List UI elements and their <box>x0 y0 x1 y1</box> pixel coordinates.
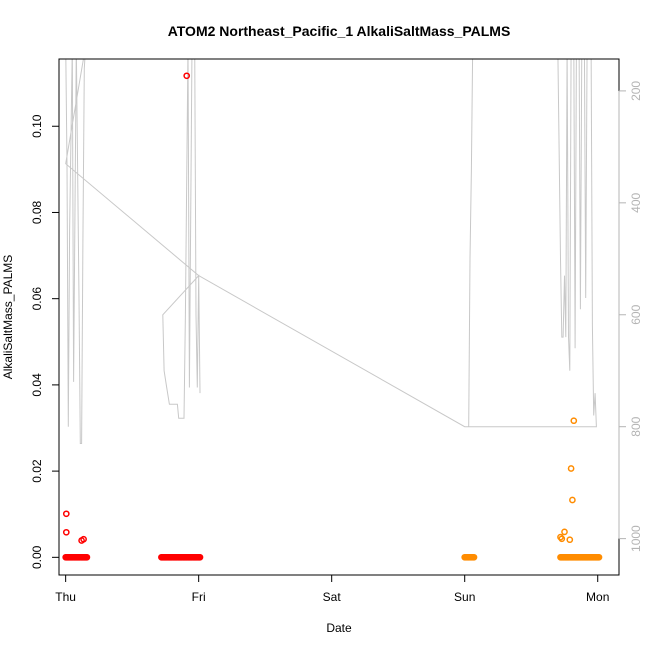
x-axis-label: Date <box>326 621 352 635</box>
y2-tick-label: 600 <box>629 304 643 324</box>
altitude-line <box>65 59 597 444</box>
chart-title: ATOM2 Northeast_Pacific_1 AlkaliSaltMass… <box>168 23 511 39</box>
data-point <box>595 553 603 561</box>
x-tick-label: Mon <box>586 590 609 604</box>
data-point <box>558 535 566 543</box>
x-tick-label: Thu <box>55 590 76 604</box>
y-tick-label: 0.00 <box>30 545 44 569</box>
data-point <box>566 536 574 544</box>
data-point <box>83 553 91 561</box>
x-tick-label: Sun <box>454 590 475 604</box>
data-point <box>183 72 191 80</box>
x-axis: Thu Fri Sat Sun Mon <box>55 574 609 604</box>
y2-tick-label: 800 <box>629 416 643 436</box>
y-tick-label: 0.08 <box>30 200 44 224</box>
data-points <box>62 72 603 561</box>
data-point <box>196 553 204 561</box>
y2-tick-label: 400 <box>629 192 643 212</box>
altitude-layer <box>65 59 597 444</box>
x-tick-label: Sat <box>323 590 342 604</box>
x-tick-label: Fri <box>192 590 206 604</box>
y-tick-label: 0.10 <box>30 114 44 138</box>
data-point <box>570 417 578 425</box>
y-tick-label: 0.06 <box>30 287 44 311</box>
data-point <box>470 553 478 561</box>
y2-tick-label: 1000 <box>629 525 643 552</box>
y2-axis: 200 400 600 800 1000 <box>618 81 643 552</box>
plot-frame <box>58 58 620 576</box>
data-point <box>569 496 576 504</box>
data-point <box>62 528 70 536</box>
data-point <box>567 465 575 472</box>
data-point <box>62 510 70 518</box>
data-point <box>561 528 568 536</box>
y-tick-label: 0.02 <box>30 459 44 483</box>
y-axis-label: AlkaliSaltMass_PALMS <box>1 255 15 380</box>
y-axis: 0.00 0.02 0.04 0.06 0.08 0.10 <box>30 114 60 569</box>
y2-tick-label: 200 <box>629 81 643 101</box>
y-tick-label: 0.04 <box>30 373 44 397</box>
data-point <box>80 535 87 543</box>
